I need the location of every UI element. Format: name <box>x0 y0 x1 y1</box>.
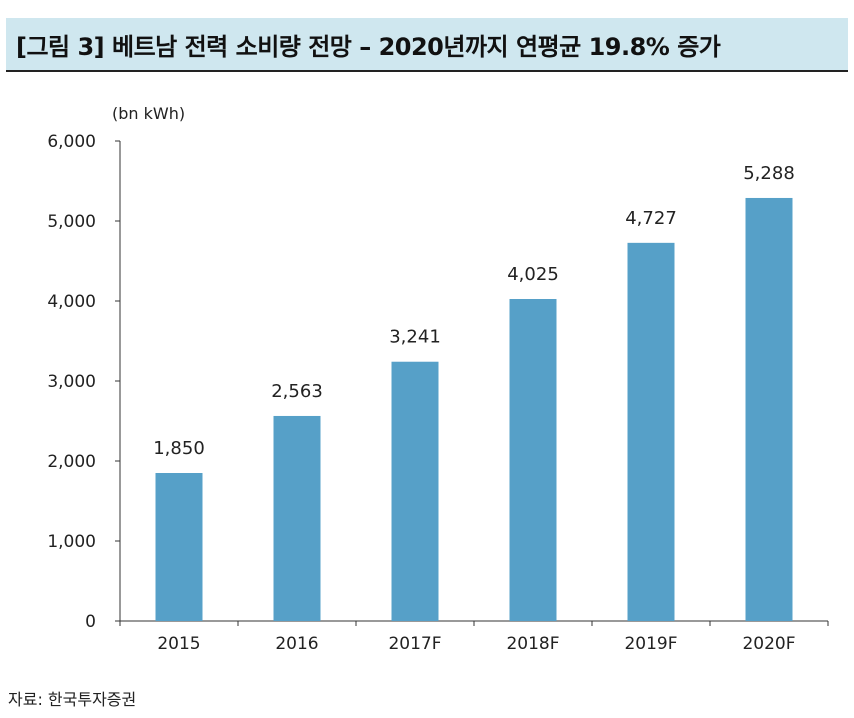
bar-value-label: 5,288 <box>743 163 795 184</box>
source-note: 자료: 한국투자증권 <box>8 690 137 709</box>
bar-value-label: 4,025 <box>507 264 559 285</box>
bar-value-label: 2,563 <box>271 381 323 402</box>
bar <box>509 299 557 621</box>
y-axis-unit-label: (bn kWh) <box>112 104 186 123</box>
bar <box>391 361 439 621</box>
bar <box>155 473 203 621</box>
bar <box>273 415 321 621</box>
bar-value-label: 1,850 <box>153 438 205 459</box>
y-tick-label: 1,000 <box>47 532 96 552</box>
bar <box>627 242 675 621</box>
x-tick-label: 2018F <box>506 634 559 654</box>
x-tick-label: 2017F <box>388 634 441 654</box>
title-divider <box>6 70 848 72</box>
page-title: [그림 3] 베트남 전력 소비량 전망 – 2020년까지 연평균 19.8%… <box>16 33 721 61</box>
y-tick-label: 4,000 <box>47 292 96 312</box>
x-tick-label: 2015 <box>157 634 200 654</box>
y-tick-label: 2,000 <box>47 452 96 472</box>
y-tick-label: 5,000 <box>47 212 96 232</box>
y-tick-label: 0 <box>85 612 96 632</box>
title-bar: [그림 3] 베트남 전력 소비량 전망 – 2020년까지 연평균 19.8%… <box>6 18 848 70</box>
x-tick-label: 2020F <box>742 634 795 654</box>
y-tick-label: 6,000 <box>47 132 96 152</box>
x-tick-label: 2019F <box>624 634 677 654</box>
bar-value-label: 4,727 <box>625 208 677 229</box>
x-tick-label: 2016 <box>275 634 318 654</box>
bar-value-label: 3,241 <box>389 327 441 348</box>
bar <box>745 197 793 621</box>
y-tick-label: 3,000 <box>47 372 96 392</box>
